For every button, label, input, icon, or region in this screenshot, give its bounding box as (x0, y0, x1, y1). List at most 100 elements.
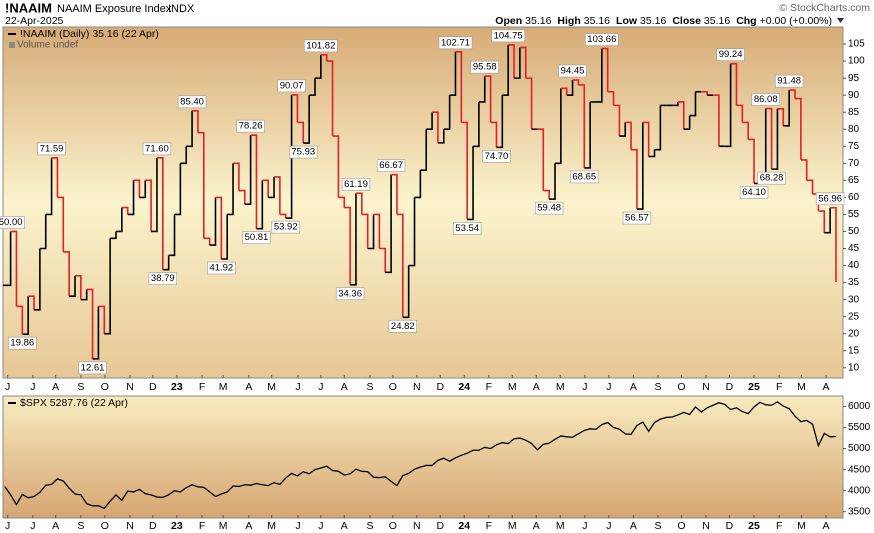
step-segment (86, 288, 94, 359)
step-segment (525, 77, 533, 130)
step-segment (818, 210, 826, 233)
step-segment (426, 112, 433, 131)
y-tick-label: 35 (848, 277, 860, 288)
y-tick-label: 75 (848, 141, 860, 152)
step-segment (537, 128, 545, 191)
y-tick-label: 60 (848, 192, 860, 203)
quote-value: 35.16 (640, 15, 666, 27)
x-tick-label: S (655, 381, 662, 393)
step-segment (514, 47, 521, 79)
x-tick-label: A (823, 520, 830, 532)
step-segment (742, 121, 749, 140)
step-segment (613, 104, 621, 137)
step-segment (285, 94, 293, 219)
step-segment (396, 213, 404, 318)
data-label: 90.07 (280, 80, 304, 91)
step-segment (39, 214, 47, 250)
step-segment (584, 101, 591, 169)
data-label: 53.54 (455, 223, 479, 234)
quote-value: 35.16 (525, 15, 551, 27)
x-tick-label: O (389, 381, 397, 393)
x-tick-label: J (582, 520, 587, 532)
step-segment (777, 107, 785, 126)
x-tick-label: S (655, 520, 662, 532)
y-tick-label: 5000 (848, 443, 871, 454)
dropdown-icon[interactable] (837, 18, 844, 23)
step-segment (830, 206, 837, 283)
step-segment (549, 163, 556, 200)
data-label: 38.79 (151, 273, 175, 284)
y-tick-label: 5500 (848, 422, 871, 433)
step-segment (402, 265, 410, 319)
x-tick-label: F (776, 381, 782, 393)
data-label-box (558, 64, 587, 78)
y-tick-label: 3500 (848, 506, 871, 517)
y-tick-label: 4000 (848, 485, 871, 496)
data-label: 104.75 (494, 30, 523, 41)
step-segment (268, 176, 275, 199)
step-segment (677, 101, 685, 130)
step-segment (420, 129, 428, 171)
step-segment (642, 121, 650, 157)
data-label-box (388, 319, 417, 333)
step-segment (601, 47, 609, 92)
step-segment (133, 179, 141, 198)
y-tick-label: 55 (848, 209, 860, 220)
x-tick-label: S (367, 381, 374, 393)
y-tick-label: 30 (848, 294, 860, 305)
step-segment (648, 149, 656, 158)
step-segment (139, 180, 147, 199)
symbol: !NAAIM (5, 0, 52, 15)
x-tick-label: A (341, 520, 348, 532)
step-segment (274, 176, 281, 215)
data-label-box (751, 93, 780, 106)
step-segment (174, 163, 182, 216)
data-label-box (37, 142, 66, 156)
data-label-box (242, 231, 271, 245)
step-segment (724, 63, 732, 148)
x-tick-label: O (101, 381, 109, 393)
step-segment (683, 115, 691, 131)
y-tick-label: 45 (848, 243, 860, 254)
step-segment (63, 251, 70, 297)
quote-label: Chg (736, 15, 756, 27)
data-label: 99.24 (719, 49, 743, 60)
x-tick-label: N (702, 381, 710, 393)
x-tick-label: M (267, 381, 276, 393)
data-label-box (716, 48, 745, 61)
step-segment (332, 135, 340, 198)
step-segment (98, 305, 106, 334)
step-segment (156, 157, 164, 270)
x-tick-label: 25 (748, 520, 760, 532)
x-tick-label: D (149, 381, 157, 393)
step-segment (654, 105, 662, 151)
step-segment (566, 79, 574, 96)
y-tick-label: 85 (848, 107, 860, 118)
step-segment (168, 214, 176, 257)
step-segment (110, 231, 117, 240)
x-tick-label: M (556, 520, 565, 532)
data-label-box (236, 119, 265, 133)
step-segment (555, 88, 562, 165)
x-tick-label: N (413, 520, 421, 532)
data-label: 56.57 (625, 213, 649, 224)
step-segment (186, 110, 193, 148)
x-tick-label: J (295, 381, 300, 393)
y-tick-label: 20 (848, 328, 860, 339)
x-tick-label: M (797, 381, 806, 393)
x-tick-label: A (630, 381, 637, 393)
x-tick-label: N (413, 381, 421, 393)
step-segment (572, 79, 580, 85)
step-segment (233, 162, 240, 191)
x-tick-label: 23 (171, 381, 183, 393)
data-label-box (774, 74, 804, 88)
step-segment (28, 295, 35, 310)
data-label: 68.65 (572, 171, 596, 182)
step-segment (560, 87, 568, 96)
data-label-box (8, 336, 37, 350)
x-tick-label: A (823, 381, 830, 393)
data-label-box (438, 36, 473, 50)
step-segment (461, 121, 468, 220)
x-tick-label: A (52, 520, 59, 532)
step-segment (373, 213, 381, 249)
